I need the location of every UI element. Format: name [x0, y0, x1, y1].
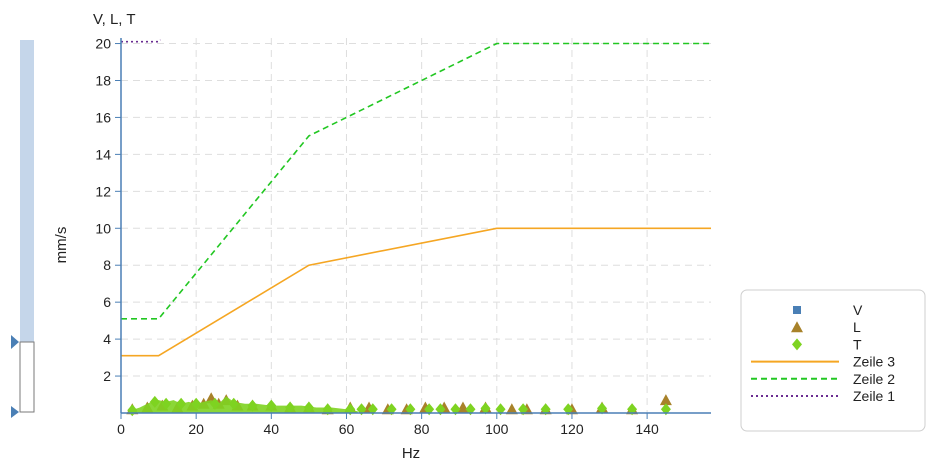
legend-label-t: T: [853, 336, 862, 352]
y-tick-label: 20: [95, 36, 111, 52]
x-tick-label: 60: [339, 421, 355, 437]
x-tick-label: 40: [264, 421, 280, 437]
grid: [121, 38, 711, 413]
data-point-l: [505, 403, 518, 415]
legend-label-zeile-1: Zeile 1: [853, 388, 895, 404]
series-line-zeile-1: [121, 39, 162, 43]
series-area-t: [128, 396, 358, 413]
y-tick-label: 12: [95, 183, 111, 199]
data-point-t: [191, 397, 202, 410]
data-point-t: [266, 399, 277, 412]
legend-label-zeile-3: Zeile 3: [853, 354, 895, 370]
data-point-l: [659, 394, 672, 406]
axes: 0 20 40 60 80 100 120 140 2 4 6 8 10 12 14 16 18 20: [95, 36, 711, 437]
range-slider-handle[interactable]: [19, 341, 35, 413]
x-tick-label: 0: [117, 421, 125, 437]
x-tick-label: 120: [560, 421, 584, 437]
data-point-t: [303, 401, 314, 414]
y-tick-label: 8: [103, 257, 111, 273]
y-tick-label: 6: [103, 294, 111, 310]
range-slider-bottom-arrow[interactable]: [11, 406, 19, 418]
y-tick-label: 10: [95, 220, 111, 236]
y-tick-label: 4: [103, 331, 111, 347]
legend-swatch-l: [791, 321, 803, 333]
x-tick-label: 140: [635, 421, 659, 437]
data-point-t: [209, 397, 220, 410]
x-tick-label: 20: [188, 421, 204, 437]
data-point-t: [176, 397, 187, 410]
data-point-t: [161, 397, 172, 410]
y-tick-label: 16: [95, 109, 111, 125]
legend-swatch-t: [792, 338, 802, 351]
x-tick-label: 100: [485, 421, 509, 437]
y-tick-label: 18: [95, 72, 111, 88]
y-tick-label: 2: [103, 368, 111, 384]
x-tick-label: 80: [414, 421, 430, 437]
data-point-t: [597, 402, 608, 415]
y-axis-title: mm/s: [53, 227, 70, 264]
data-point-t: [480, 402, 491, 415]
data-point-t: [228, 397, 239, 410]
chart-title: V, L, T: [93, 11, 136, 28]
legend-box: [740, 289, 926, 432]
range-slider-track[interactable]: [20, 40, 34, 342]
x-axis-title: Hz: [402, 445, 420, 462]
y-tick-label: 14: [95, 146, 111, 162]
data-point-t: [149, 395, 160, 408]
data-point-t: [127, 404, 138, 417]
legend-label-zeile-2: Zeile 2: [853, 371, 895, 387]
range-slider-top-arrow[interactable]: [11, 335, 19, 349]
legend-label-l: L: [853, 319, 861, 335]
data-point-t: [285, 401, 296, 414]
legend-label-v: V: [853, 302, 863, 318]
data-point-t: [247, 399, 258, 412]
series-line-zeile-2: [121, 42, 711, 320]
legend-swatch-v: [793, 306, 801, 314]
series-line-zeile-3: [121, 227, 711, 357]
